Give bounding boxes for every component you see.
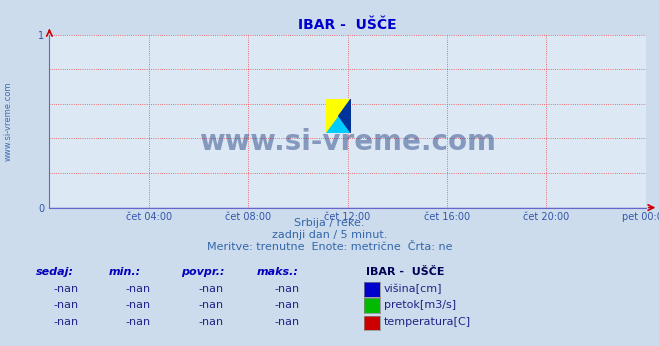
Text: www.si-vreme.com: www.si-vreme.com xyxy=(199,128,496,156)
Text: -nan: -nan xyxy=(198,284,223,294)
Text: sedaj:: sedaj: xyxy=(36,267,74,276)
Text: -nan: -nan xyxy=(53,318,78,327)
Text: temperatura[C]: temperatura[C] xyxy=(384,318,471,327)
Text: povpr.:: povpr.: xyxy=(181,267,225,276)
Text: -nan: -nan xyxy=(126,300,151,310)
Polygon shape xyxy=(326,99,351,133)
Text: -nan: -nan xyxy=(274,300,299,310)
Text: Srbija / reke.: Srbija / reke. xyxy=(295,218,364,228)
Polygon shape xyxy=(339,99,351,133)
Text: -nan: -nan xyxy=(274,318,299,327)
Text: zadnji dan / 5 minut.: zadnji dan / 5 minut. xyxy=(272,230,387,240)
Text: -nan: -nan xyxy=(53,300,78,310)
Polygon shape xyxy=(326,99,351,133)
Text: www.si-vreme.com: www.si-vreme.com xyxy=(3,81,13,161)
Text: -nan: -nan xyxy=(53,284,78,294)
Text: -nan: -nan xyxy=(198,318,223,327)
Title: IBAR -  UŠČE: IBAR - UŠČE xyxy=(299,18,397,32)
Text: maks.:: maks.: xyxy=(257,267,299,276)
Text: -nan: -nan xyxy=(198,300,223,310)
Text: IBAR -  UŠČE: IBAR - UŠČE xyxy=(366,267,444,276)
Text: -nan: -nan xyxy=(126,284,151,294)
Text: pretok[m3/s]: pretok[m3/s] xyxy=(384,300,455,310)
Text: višina[cm]: višina[cm] xyxy=(384,284,442,294)
Text: -nan: -nan xyxy=(274,284,299,294)
Text: min.:: min.: xyxy=(109,267,141,276)
Text: Meritve: trenutne  Enote: metrične  Črta: ne: Meritve: trenutne Enote: metrične Črta: … xyxy=(207,243,452,252)
Text: -nan: -nan xyxy=(126,318,151,327)
